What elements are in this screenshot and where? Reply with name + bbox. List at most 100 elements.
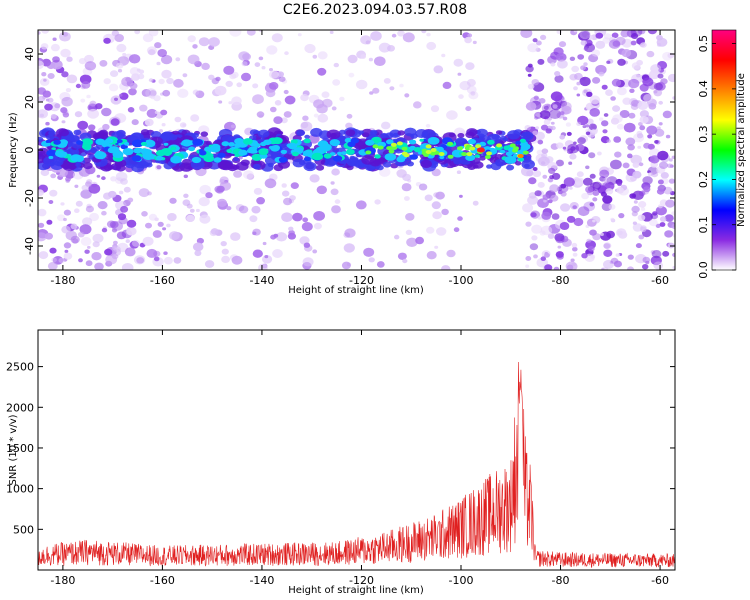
noise-blob bbox=[583, 177, 593, 186]
noise-blob bbox=[628, 78, 640, 89]
noise-blob bbox=[615, 36, 626, 46]
noise-blob bbox=[192, 242, 204, 252]
noise-blob bbox=[157, 49, 167, 57]
noise-blob bbox=[610, 257, 619, 264]
noise-blob bbox=[78, 58, 87, 65]
noise-blob bbox=[599, 169, 610, 178]
band-blob bbox=[406, 161, 414, 167]
band-core-blob bbox=[499, 149, 506, 154]
noise-blob bbox=[629, 193, 637, 199]
noise-blob bbox=[640, 207, 646, 211]
noise-blob bbox=[128, 88, 137, 96]
band-core-blob bbox=[304, 156, 311, 162]
band-hot-blob bbox=[396, 141, 403, 146]
noise-blob bbox=[216, 185, 225, 193]
noise-blob bbox=[101, 210, 107, 216]
noise-blob bbox=[266, 45, 278, 55]
noise-blob bbox=[566, 131, 572, 136]
noise-blob bbox=[138, 188, 150, 198]
noise-blob bbox=[331, 168, 340, 176]
band-hot-blob bbox=[484, 155, 491, 159]
noise-blob bbox=[277, 71, 285, 77]
band-core-blob bbox=[163, 142, 169, 146]
band-core-blob bbox=[396, 156, 406, 163]
band-blob bbox=[257, 129, 270, 138]
noise-blob bbox=[555, 251, 564, 258]
noise-blob bbox=[577, 137, 586, 145]
y-tick-label: 20 bbox=[23, 95, 36, 109]
band-blob bbox=[494, 158, 506, 167]
noise-blob bbox=[537, 181, 545, 188]
noise-blob bbox=[556, 142, 564, 149]
band-blob bbox=[345, 129, 356, 137]
noise-blob bbox=[650, 213, 659, 220]
noise-blob bbox=[592, 233, 601, 241]
noise-blob bbox=[50, 114, 57, 119]
noise-blob bbox=[117, 213, 127, 221]
noise-blob bbox=[470, 91, 476, 96]
noise-blob bbox=[536, 149, 544, 155]
noise-blob bbox=[195, 208, 200, 213]
noise-blob bbox=[138, 69, 145, 74]
band-core-blob bbox=[142, 152, 154, 160]
band-core-blob bbox=[122, 148, 134, 156]
band-blob bbox=[404, 127, 417, 137]
noise-blob bbox=[432, 211, 442, 220]
noise-blob bbox=[592, 219, 596, 223]
band-hot-blob bbox=[466, 152, 473, 157]
band-core-blob bbox=[51, 147, 56, 151]
noise-blob bbox=[586, 218, 597, 227]
noise-blob bbox=[578, 31, 590, 41]
noise-blob bbox=[74, 184, 79, 188]
noise-blob bbox=[655, 223, 661, 228]
noise-blob bbox=[653, 89, 663, 97]
band-core-blob bbox=[209, 145, 221, 153]
noise-blob bbox=[630, 40, 637, 46]
noise-blob bbox=[331, 106, 337, 111]
noise-blob bbox=[549, 109, 561, 119]
noise-blob bbox=[182, 73, 188, 78]
x-tick-label: -80 bbox=[552, 574, 570, 587]
noise-blob bbox=[368, 257, 375, 263]
band-blob bbox=[472, 164, 479, 169]
noise-blob bbox=[187, 35, 196, 43]
band-core-blob bbox=[386, 139, 394, 145]
noise-blob bbox=[554, 75, 564, 83]
noise-blob bbox=[556, 52, 567, 62]
noise-blob bbox=[664, 230, 674, 238]
band-core-blob bbox=[170, 146, 177, 151]
noise-blob bbox=[665, 214, 674, 221]
noise-blob bbox=[283, 89, 289, 95]
noise-blob bbox=[126, 219, 137, 228]
band-core-blob bbox=[238, 149, 248, 156]
noise-blob bbox=[101, 176, 106, 181]
noise-blob bbox=[45, 98, 50, 102]
noise-blob bbox=[376, 261, 385, 268]
noise-blob bbox=[527, 73, 532, 77]
noise-blob bbox=[60, 107, 68, 114]
noise-blob bbox=[565, 122, 572, 127]
noise-blob bbox=[537, 139, 544, 145]
noise-blob bbox=[381, 121, 391, 130]
band-core-blob bbox=[131, 155, 142, 162]
noise-blob bbox=[569, 73, 578, 81]
noise-blob bbox=[199, 214, 211, 224]
noise-blob bbox=[632, 221, 638, 225]
band-blob bbox=[380, 132, 389, 139]
noise-blob bbox=[187, 54, 200, 65]
noise-blob bbox=[527, 83, 535, 90]
noise-blob bbox=[121, 76, 133, 87]
noise-blob bbox=[527, 195, 539, 205]
noise-blob bbox=[435, 191, 445, 200]
noise-blob bbox=[92, 233, 104, 243]
noise-blob bbox=[426, 32, 431, 37]
noise-blob bbox=[441, 265, 451, 270]
band-core-blob bbox=[140, 141, 147, 146]
noise-blob bbox=[348, 72, 355, 78]
noise-blob bbox=[658, 100, 663, 105]
noise-blob bbox=[153, 95, 161, 102]
noise-blob bbox=[38, 222, 45, 228]
noise-blob bbox=[649, 148, 660, 158]
band-blob bbox=[315, 164, 325, 171]
noise-blob bbox=[643, 94, 653, 103]
